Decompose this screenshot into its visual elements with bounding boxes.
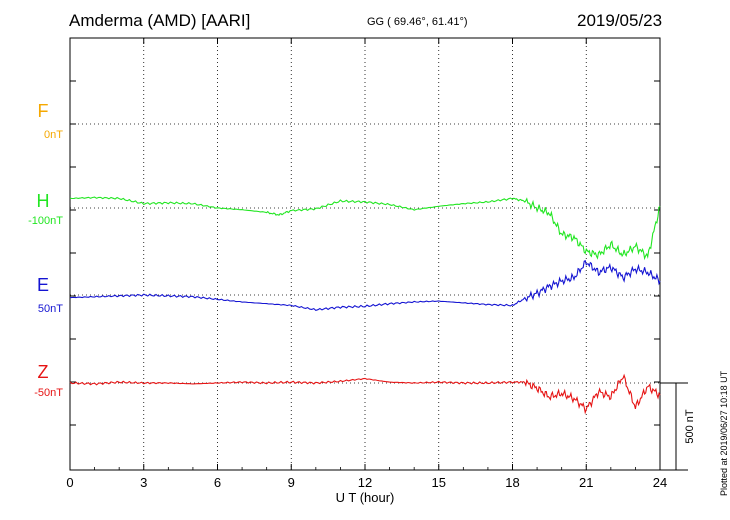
x-tick-label: 21 — [579, 475, 593, 490]
chart-date: 2019/05/23 — [577, 11, 663, 30]
x-tick-label: 15 — [432, 475, 446, 490]
series-label-f: F — [38, 101, 49, 121]
x-tick-label: 24 — [653, 475, 667, 490]
station-coordinates: GG ( 69.46°, 61.41°) — [367, 16, 468, 28]
series-label-e: E — [37, 275, 49, 295]
x-tick-label: 18 — [505, 475, 519, 490]
x-axis-label: U T (hour) — [336, 490, 395, 505]
series-line-h — [69, 196, 661, 261]
series-line-e — [69, 259, 661, 312]
x-tick-label: 0 — [66, 475, 73, 490]
series-offset-z: -50nT — [34, 387, 63, 399]
series-line-z — [69, 373, 661, 415]
x-tick-label: 9 — [288, 475, 295, 490]
series-label-z: Z — [38, 362, 49, 382]
station-title: Amderma (AMD) [AARI] — [69, 11, 251, 30]
x-tick-label: 3 — [140, 475, 147, 490]
series-offset-h: -100nT — [28, 215, 63, 227]
plot-credit: Plotted at 2019/06/27 10:18 UT — [719, 370, 729, 496]
x-tick-label: 6 — [214, 475, 221, 490]
series-offset-e: 50nT — [38, 303, 63, 315]
scale-bar-label: 500 nT — [684, 409, 696, 444]
series-label-h: H — [37, 191, 50, 211]
x-tick-label: 12 — [358, 475, 372, 490]
series-offset-f: 0nT — [44, 129, 63, 141]
